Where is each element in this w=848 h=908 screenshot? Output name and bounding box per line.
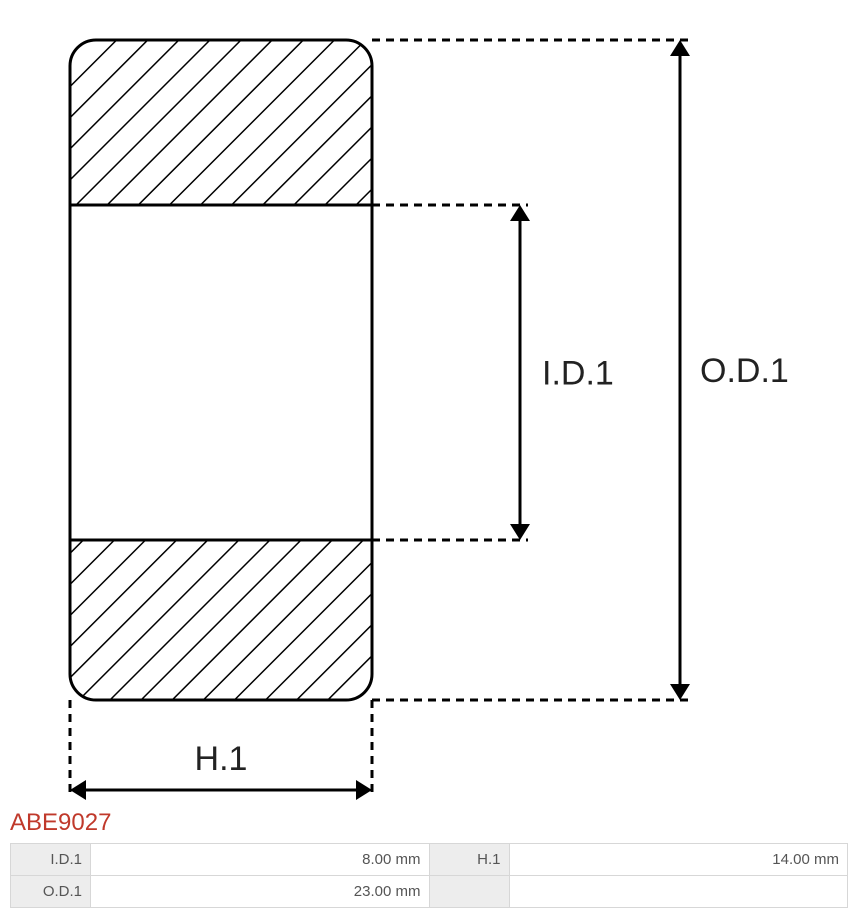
dim-value: 8.00 mm <box>91 844 430 876</box>
dim-label <box>429 876 509 908</box>
id-label: I.D.1 <box>542 355 614 393</box>
h-label: H.1 <box>195 740 248 778</box>
dim-label: O.D.1 <box>11 876 91 908</box>
dim-value: 14.00 mm <box>509 844 848 876</box>
dim-label: I.D.1 <box>11 844 91 876</box>
dim-label: H.1 <box>429 844 509 876</box>
dim-value: 23.00 mm <box>91 876 430 908</box>
diagram-svg: O.D.1 I.D.1 H.1 <box>0 0 848 805</box>
table-row: O.D.1 23.00 mm <box>11 876 848 908</box>
dim-value <box>509 876 848 908</box>
od-label: O.D.1 <box>700 352 789 390</box>
bushing-cross-section-diagram: O.D.1 I.D.1 H.1 <box>0 0 848 805</box>
table-row: I.D.1 8.00 mm H.1 14.00 mm <box>11 844 848 876</box>
part-number-title: ABE9027 <box>0 805 848 843</box>
dimensions-table: I.D.1 8.00 mm H.1 14.00 mm O.D.1 23.00 m… <box>10 843 848 908</box>
